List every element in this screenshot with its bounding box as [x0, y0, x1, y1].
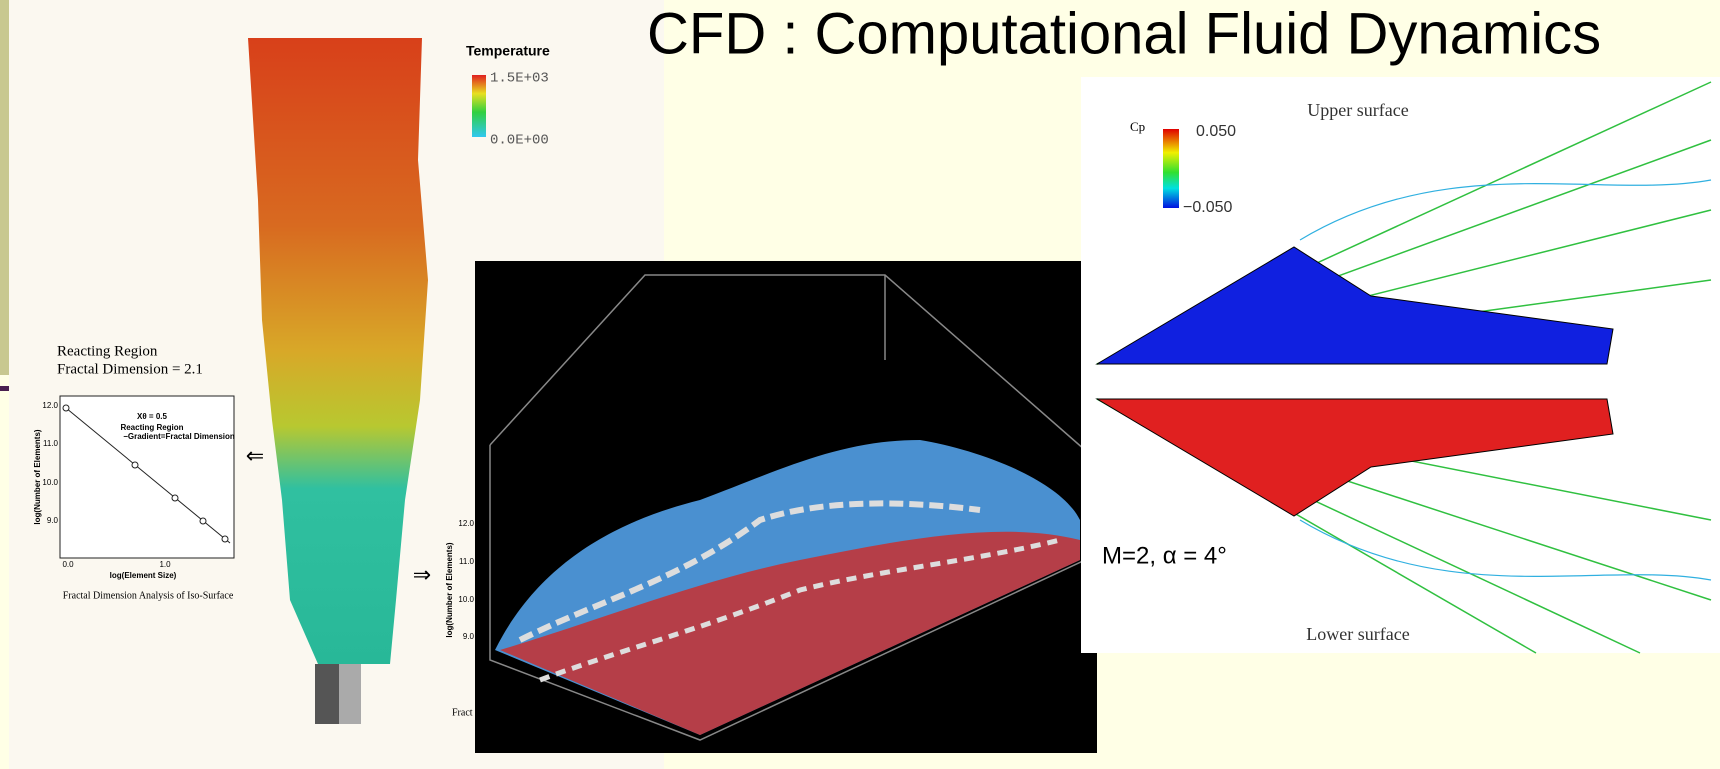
plot-caption: Fractal Dimension Analysis of Iso-Surfac… — [63, 590, 234, 601]
surface-gap — [1097, 366, 1720, 397]
contour — [1299, 519, 1712, 581]
nozzle — [339, 664, 361, 724]
pressure-contours — [1299, 179, 1712, 581]
y-tick-label: 11.0 — [459, 557, 475, 566]
cp-label: Cp — [1130, 119, 1145, 134]
point — [221, 535, 229, 543]
plot-frame — [59, 395, 235, 559]
right-panel — [1081, 77, 1720, 653]
legend-title: Temperature — [466, 43, 550, 59]
annotation: Reacting Region — [120, 423, 183, 432]
nozzle — [315, 664, 339, 724]
lower-label: Lower surface — [1306, 624, 1409, 644]
flame-plume — [248, 38, 428, 664]
point — [62, 404, 70, 412]
x-axis-label: log(Element Size) — [110, 571, 177, 580]
vortex-white — [539, 537, 1061, 683]
caption-title: Reacting Region — [57, 343, 158, 359]
hidden-plot: 12.0 11.0 10.0 9.0 — [458, 519, 474, 641]
colorbar — [1163, 129, 1179, 208]
point — [199, 517, 207, 525]
colorbar — [472, 75, 486, 137]
box-edge — [489, 274, 1086, 451]
flow-condition: M=2, α = 4° — [1102, 542, 1227, 569]
x-tick-label: 1.0 — [159, 560, 171, 569]
annotation: Xθ = 0.5 — [137, 412, 167, 421]
y-tick-label: 10.0 — [42, 478, 58, 487]
upper-label: Upper surface — [1307, 100, 1408, 120]
accent-bar — [0, 0, 9, 375]
annotation: −Gradient=Fractal Dimension — [123, 432, 235, 441]
arrow: ⇐ — [246, 443, 264, 468]
y-tick-label: 12.0 — [42, 401, 58, 410]
y-tick-label: 12.0 — [458, 519, 474, 528]
vortex-red — [500, 531, 1080, 735]
legend-max: 0.050 — [1196, 123, 1236, 140]
caption-subtitle: Fractal Dimension = 2.1 — [57, 361, 203, 377]
y-tick-label: 10.0 — [458, 595, 474, 604]
caption-fragment: Fract — [452, 707, 473, 718]
legend-max: 1.5E+03 — [490, 71, 549, 87]
legend-min: −0.050 — [1183, 199, 1232, 216]
x-tick-label: 0.0 — [62, 560, 74, 569]
y-tick-label: 9.0 — [47, 516, 59, 525]
aircraft-upper — [1095, 246, 1614, 365]
vortex-white — [518, 500, 981, 643]
y-axis-label: log(Number of Elements) — [445, 542, 454, 637]
point — [171, 494, 179, 502]
arrow: ⇒ — [413, 562, 431, 587]
y-ticks: 12.0 11.0 10.0 9.0 — [42, 401, 58, 525]
plot-points — [62, 404, 229, 543]
y-tick-label: 9.0 — [463, 632, 475, 641]
aircraft-lower — [1095, 398, 1614, 517]
slide-title: CFD : Computational Fluid Dynamics — [647, 1, 1601, 66]
y-tick-label: 11.0 — [43, 439, 59, 448]
point — [131, 461, 139, 469]
y-axis-label: log(Number of Elements) — [33, 429, 42, 524]
contour — [1299, 179, 1712, 241]
legend-min: 0.0E+00 — [490, 133, 549, 149]
